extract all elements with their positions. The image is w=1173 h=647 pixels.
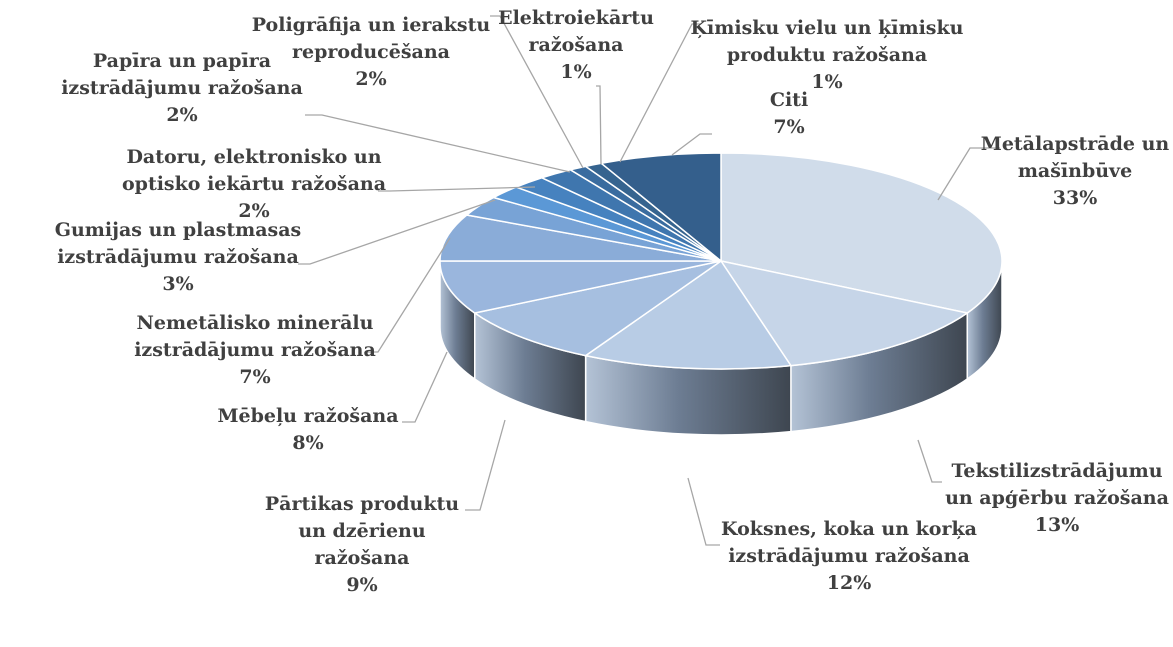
leader-line-0 bbox=[937, 147, 1000, 201]
slice-label-6-line-1: izstrādājumu ražošana bbox=[57, 246, 299, 268]
pie-slice-1 bbox=[719, 259, 970, 367]
slice-label-7-line-1: optisko iekārtu ražošana bbox=[122, 173, 386, 195]
slice-percent-3: 9% bbox=[346, 574, 377, 596]
leader-line-11 bbox=[619, 23, 700, 163]
leader-line-9 bbox=[490, 15, 584, 169]
slice-label-8-line-1: izstrādājumu ražošana bbox=[61, 77, 303, 99]
slice-label-0-line-1: mašīnbūve bbox=[1018, 160, 1132, 182]
pie-slice-4 bbox=[439, 260, 722, 314]
leader-lines bbox=[298, 15, 1000, 546]
pie-slice-5 bbox=[439, 214, 722, 262]
slice-label-3-line-0: Pārtikas produktu bbox=[265, 493, 459, 515]
slice-percent-6: 3% bbox=[162, 273, 193, 295]
slice-label-9-line-0: Poligrāfija un ierakstu bbox=[252, 14, 491, 36]
slice-percent-8: 2% bbox=[166, 104, 197, 126]
slice-percent-7: 2% bbox=[238, 200, 269, 222]
slice-percent-12: 7% bbox=[773, 116, 804, 138]
slice-label-9-line-1: reproducēšana bbox=[292, 41, 450, 63]
leader-line-3 bbox=[465, 419, 506, 511]
pie-slice-3 bbox=[472, 260, 722, 357]
slice-label-11-line-1: produktu ražošana bbox=[727, 44, 927, 66]
pie-slice-0 bbox=[720, 152, 1003, 314]
slice-label-10-line-1: ražošana bbox=[529, 34, 624, 56]
slice-label-2-line-0: Koksnes, koka un korķa bbox=[721, 518, 977, 540]
slice-label-1-line-0: Tekstilizstrādājumu bbox=[951, 460, 1162, 482]
pie-slices bbox=[439, 152, 1003, 370]
leader-line-8 bbox=[305, 114, 571, 173]
slice-label-4-line-0: Mēbeļu ražošana bbox=[217, 405, 398, 427]
leader-line-5 bbox=[365, 237, 451, 353]
slice-label-3-line-1: un dzērienu bbox=[298, 520, 426, 542]
leader-line-2 bbox=[687, 477, 720, 546]
slice-label-1-line-1: un apģērbu ražošana bbox=[945, 487, 1169, 509]
slice-label-3-line-2: ražošana bbox=[315, 547, 410, 569]
pie-slice-2 bbox=[583, 259, 793, 370]
slice-percent-0: 33% bbox=[1053, 187, 1098, 209]
slice-percent-1: 13% bbox=[1035, 514, 1080, 536]
slice-label-11-line-0: Ķīmisku vielu un ķīmisku bbox=[691, 17, 964, 39]
slice-label-7-line-0: Datoru, elektronisko un bbox=[126, 146, 381, 168]
slice-label-2-line-1: izstrādājumu ražošana bbox=[728, 545, 970, 567]
slice-label-5-line-0: Nemetālisko minerālu bbox=[137, 312, 374, 334]
leader-line-10 bbox=[596, 85, 602, 165]
slice-label-5-line-1: izstrādājumu ražošana bbox=[134, 339, 376, 361]
slice-percent-4: 8% bbox=[292, 432, 323, 454]
slice-label-0-line-0: Metālapstrāde un bbox=[981, 133, 1170, 155]
leader-line-1 bbox=[917, 439, 942, 483]
slice-percent-9: 2% bbox=[355, 68, 386, 90]
slice-label-10-line-0: Elektroiekārtu bbox=[498, 7, 654, 29]
slice-label-8-line-0: Papīra un papīra bbox=[93, 50, 271, 72]
slice-labels: Metālapstrāde un mašīnbūve 33% Tekstilizstr… bbox=[55, 7, 1170, 596]
leader-line-12 bbox=[671, 133, 712, 156]
slice-percent-10: 1% bbox=[560, 61, 591, 83]
slice-percent-2: 12% bbox=[827, 572, 872, 594]
leader-line-4 bbox=[402, 351, 448, 423]
slice-label-12-line-0: Citi bbox=[770, 89, 808, 111]
leader-line-6 bbox=[298, 199, 496, 265]
pie-slice-12 bbox=[599, 152, 722, 263]
slice-percent-11: 1% bbox=[811, 71, 842, 93]
slice-label-6-line-0: Gumijas un plastmasas bbox=[55, 219, 302, 241]
slice-percent-5: 7% bbox=[239, 366, 270, 388]
leader-line-7 bbox=[378, 186, 536, 192]
